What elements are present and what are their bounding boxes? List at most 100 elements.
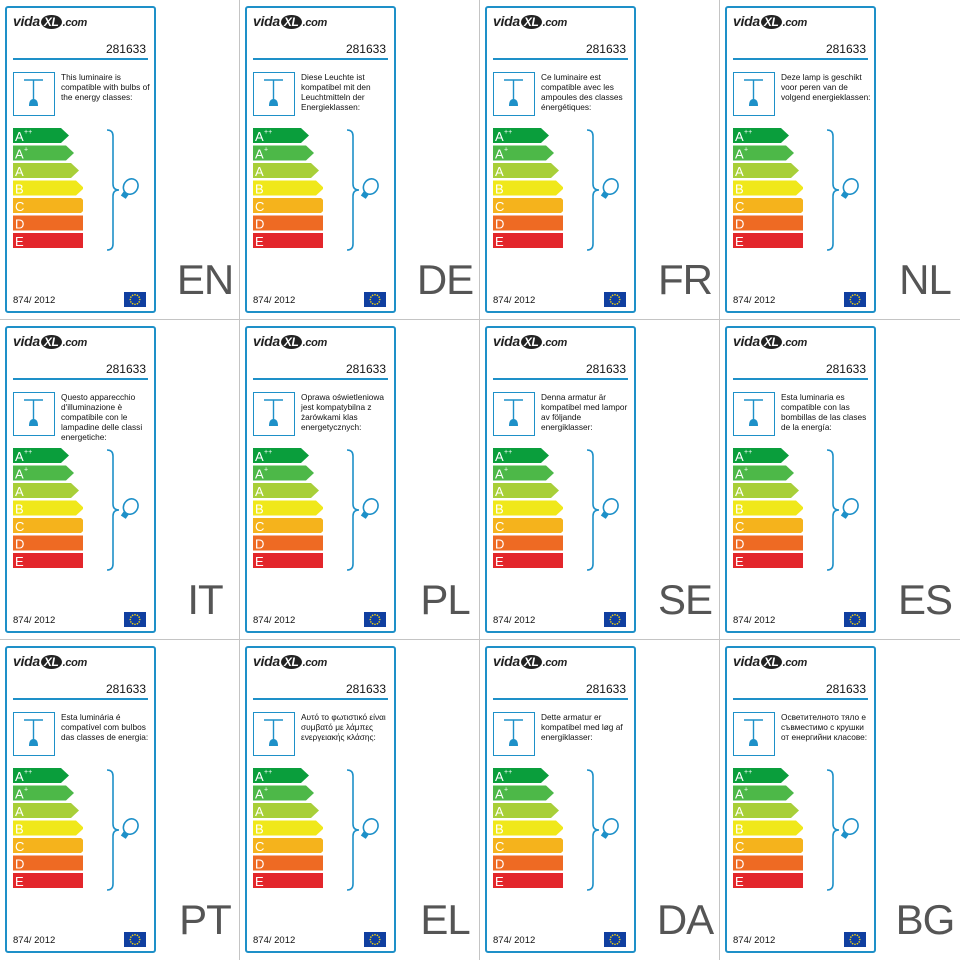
language-code: PT [179,896,232,943]
model-number: 281633 [105,362,146,376]
energy-class-e: E [253,873,323,889]
energy-class-aplus: A + [13,785,74,802]
svg-text:D: D [495,537,504,552]
language-panel-nl: vida XL .com 281633 Deze lamp is geschikt … [720,0,960,320]
energy-class-aplusplus: A ++ [733,448,789,464]
divider [13,378,148,380]
energy-class-d: D [493,535,563,552]
language-panel-fr: vida XL .com 281633 Ce luminaire est compa… [480,0,720,320]
vidaxl-logo: vida XL .com [253,653,328,669]
svg-text:A: A [735,164,744,179]
svg-text:A: A [735,467,744,482]
vidaxl-logo: vida XL .com [253,13,328,29]
compatibility-text: Ce luminaire est compatible avec les amp… [541,72,623,112]
model-number: 281633 [825,42,866,56]
pendant-lamp-icon [733,72,775,116]
energy-class-e: E [253,553,323,569]
energy-class-e: E [13,553,83,569]
divider [253,378,388,380]
eu-flag-icon [604,612,626,627]
energy-class-b: B [493,180,563,197]
regulation-number: 874/ 2012 [493,935,536,946]
energy-class-aplus: A + [253,145,314,162]
svg-text:C: C [255,839,264,854]
divider [253,698,388,700]
grid-line [0,639,960,640]
energy-class-a: A [13,163,79,179]
language-panel-da: vida XL .com 281633 Dette armatur er kompa… [480,640,720,960]
compatibility-text: Deze lamp is geschikt voor peren van de … [781,72,871,102]
svg-text:A: A [15,804,24,819]
brace-icon [106,129,120,251]
energy-class-b: B [253,500,323,517]
bulb-icon [360,498,379,519]
energy-class-aplusplus: A ++ [733,128,789,144]
grid-line [719,0,720,960]
model-number: 281633 [105,682,146,696]
energy-class-d: D [733,535,803,552]
energy-class-aplusplus: A ++ [13,448,69,464]
svg-text:A: A [255,787,264,802]
svg-text:D: D [255,857,264,872]
svg-text:A: A [495,164,504,179]
svg-text:A: A [15,129,24,144]
energy-class-b: B [493,500,563,517]
svg-text:E: E [495,234,504,249]
svg-text:A: A [495,147,504,162]
svg-text:D: D [15,537,24,552]
svg-text:B: B [735,182,744,197]
svg-text:C: C [495,519,504,534]
energy-class-d: D [13,215,83,232]
energy-class-e: E [493,233,563,249]
svg-text:A: A [735,787,744,802]
energy-class-aplus: A + [253,465,314,482]
bulb-icon [840,818,859,839]
svg-text:C: C [735,199,744,214]
vidaxl-logo: vida XL .com [13,13,88,29]
vidaxl-logo: vida XL .com [253,333,328,349]
divider [733,378,868,380]
energy-class-aplus: A + [493,785,554,802]
svg-text:B: B [15,182,24,197]
divider [253,58,388,60]
bulb-icon [840,498,859,519]
svg-text:A: A [15,787,24,802]
energy-class-b: B [253,820,323,837]
svg-text:E: E [15,874,24,889]
vidaxl-logo: vida XL .com [493,653,568,669]
pendant-lamp-icon [253,72,295,116]
eu-flag-icon [364,932,386,947]
regulation-number: 874/ 2012 [253,935,296,946]
energy-class-aplus: A + [13,465,74,482]
language-code: DA [656,896,714,943]
svg-text:E: E [255,554,264,569]
regulation-number: 874/ 2012 [253,615,296,626]
svg-text:A: A [495,467,504,482]
energy-class-b: B [13,500,83,517]
language-code: EL [420,896,470,943]
svg-text:++: ++ [744,769,752,776]
energy-class-aplusplus: A ++ [13,768,69,784]
energy-class-e: E [733,553,803,569]
svg-text:E: E [495,874,504,889]
energy-class-aplusplus: A ++ [13,128,69,144]
compatibility-text: Dette armatur er kompatibel med løg af e… [541,712,623,742]
svg-text:+: + [744,147,748,154]
brace-icon [586,449,600,571]
svg-text:+: + [24,467,28,474]
brace-icon [826,769,840,891]
svg-text:A: A [255,449,264,464]
svg-text:++: ++ [744,129,752,136]
compatibility-text: Αυτό το φωτιστικό είναι συμβατό με λάμπε… [301,712,386,742]
regulation-number: 874/ 2012 [733,615,776,626]
svg-text:C: C [255,199,264,214]
energy-class-b: B [253,180,323,197]
bulb-icon [120,818,139,839]
pendant-lamp-icon [493,712,535,756]
energy-class-a: A [493,803,559,819]
svg-text:B: B [495,502,504,517]
energy-class-aplusplus: A ++ [493,448,549,464]
svg-text:E: E [495,554,504,569]
